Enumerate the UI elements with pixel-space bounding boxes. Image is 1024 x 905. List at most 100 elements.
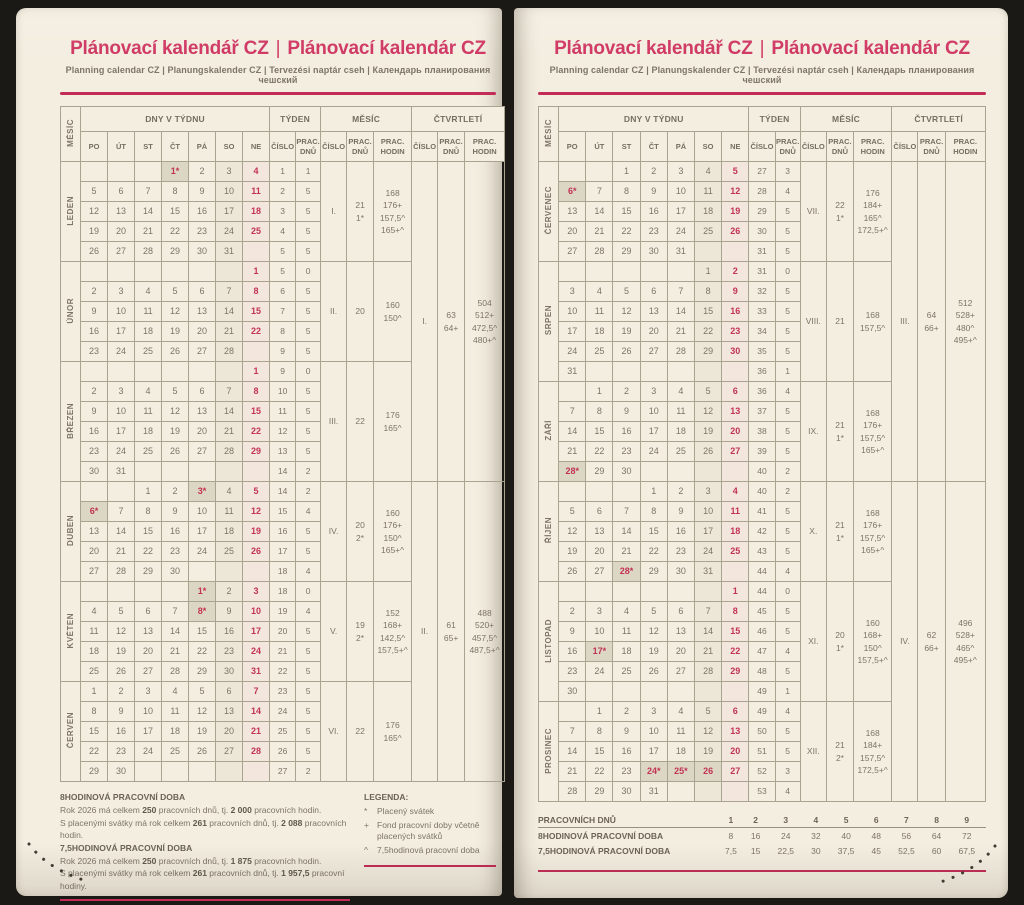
day-cell: 19 xyxy=(80,221,108,242)
day-cell: 17 xyxy=(666,201,695,222)
week-workdays-cell: 0 xyxy=(774,581,801,602)
week-number-cell: 27 xyxy=(269,761,297,782)
day-cell xyxy=(666,681,695,702)
day-cell: 25 xyxy=(215,541,243,562)
week-number-cell: 14 xyxy=(269,481,297,502)
day-cell: 2 xyxy=(558,601,587,622)
day-cell: 20 xyxy=(639,321,668,342)
day-cell: 3* xyxy=(188,481,216,502)
month-hours-cell: 160 176+ 150^ 165+^ xyxy=(373,481,413,582)
day-cell: 1* xyxy=(188,581,216,602)
page-subtitle: Planning calendar CZ | Planungskalender … xyxy=(549,65,975,85)
day-cell: 8 xyxy=(693,281,723,302)
day-cell: 24 xyxy=(585,661,614,682)
worktime-value: 1 875 xyxy=(230,855,252,866)
day-cell: 28 xyxy=(585,241,614,262)
page-title: Plánovací kalendář CZ | Plánovací kalendár… xyxy=(60,38,496,60)
header-days-group: DNY V TÝDNU xyxy=(558,106,750,132)
day-cell xyxy=(161,361,189,382)
day-cell: 5 xyxy=(693,381,723,402)
day-cell xyxy=(558,581,587,602)
day-cell: 30 xyxy=(107,761,135,782)
week-number-cell: 30 xyxy=(748,221,776,242)
week-workdays-cell: 5 xyxy=(774,281,801,302)
day-cell: 26 xyxy=(161,441,189,462)
day-cell: 15 xyxy=(585,741,614,762)
worktime-value: 2 000 xyxy=(230,805,252,815)
page-title: Plánovací kalendář CZ | Plánovací kalendár… xyxy=(538,38,986,60)
day-cell xyxy=(558,161,587,182)
day-cell: 11 xyxy=(215,501,243,522)
week-workdays-cell: 5 xyxy=(774,521,801,542)
legend-symbol: + xyxy=(364,819,369,830)
stat-line: 157,5+^ xyxy=(377,645,408,655)
day-cell xyxy=(80,581,108,602)
week-number-cell: 50 xyxy=(748,721,776,742)
stat-line: 19 xyxy=(355,620,365,630)
stat-line: 160 xyxy=(865,617,880,628)
legend-text: 7,5hodinová pracovní doba xyxy=(377,844,480,855)
week-number-cell: 40 xyxy=(748,461,776,482)
day-cell: 21 xyxy=(134,221,162,242)
day-cell xyxy=(721,781,750,802)
day-cell: 25 xyxy=(134,341,162,362)
header-group-row: MĚSÍC DNY V TÝDNU TÝDEN MĚSÍC ČTVRTLETÍ xyxy=(537,106,986,162)
day-cell: 8 xyxy=(80,701,108,722)
day-cell: 11 xyxy=(80,621,108,642)
day-cell: 9 xyxy=(161,501,189,522)
day-cell: 16 xyxy=(639,201,668,222)
week-row: 3 4 5 6 7 8 9 32 5 xyxy=(539,281,986,302)
day-cell: 21 xyxy=(107,541,135,562)
day-cell: 3 xyxy=(693,481,723,502)
week-number-cell: 11 xyxy=(269,401,297,422)
month-hours-cell: 168 176+ 157,5^ 165+^ xyxy=(373,161,413,262)
day-cell: 28 xyxy=(134,241,162,262)
day-cell: 6 xyxy=(721,381,750,402)
month-label-text: ÚNOR xyxy=(65,297,75,324)
table-body: ČERVENEC 1 2 3 4 5 27 3 VII. 22 1* 176 184+ 165^ 172,5… xyxy=(537,161,987,802)
day-cell: 7 xyxy=(558,401,587,422)
week-number-cell: 45 xyxy=(748,601,776,622)
week-workdays-cell: 5 xyxy=(295,541,322,562)
day-cell: 10 xyxy=(188,501,216,522)
day-cell: 11 xyxy=(721,501,750,522)
legend-symbol: ^ xyxy=(364,844,368,855)
day-cell: 30 xyxy=(558,681,587,702)
day-cell: 3 xyxy=(134,681,162,702)
day-cell: 29 xyxy=(241,441,271,462)
hours-value: 24 xyxy=(781,830,791,841)
week-workdays-cell: 4 xyxy=(295,561,322,582)
week-number-cell: 48 xyxy=(748,661,776,682)
day-cell: 10 xyxy=(639,401,668,422)
stat-line: 152 xyxy=(385,607,400,618)
day-cell: 4 xyxy=(585,281,614,302)
day-cell xyxy=(585,361,614,382)
day-cell xyxy=(241,561,271,582)
week-workdays-cell: 4 xyxy=(774,781,801,802)
day-cell: 20 xyxy=(188,421,216,442)
stat-line: 1* xyxy=(835,642,844,653)
stat-line: 472,5^ xyxy=(471,322,498,333)
week-workdays-cell: 5 xyxy=(295,381,322,402)
day-cell: 23 xyxy=(666,541,695,562)
day-cell xyxy=(80,361,108,382)
day-cell: 12 xyxy=(612,301,641,322)
month-label-text: BŘEZEN xyxy=(65,402,75,439)
day-cell: 2 xyxy=(80,381,108,402)
day-cell: 9 xyxy=(639,181,668,202)
day-cell: 7 xyxy=(612,501,641,522)
day-cell: 28 xyxy=(107,561,135,582)
week-number-cell: 10 xyxy=(269,381,297,402)
day-cell: 2 xyxy=(107,681,135,702)
week-workdays-cell: 5 xyxy=(774,421,801,442)
month-hours-cell: 168 176+ 157,5^ 165+^ xyxy=(853,481,893,582)
day-cell: 5 xyxy=(188,681,216,702)
day-cell xyxy=(585,261,614,282)
day-cell: 22 xyxy=(134,541,162,562)
day-cell: 18 xyxy=(241,201,271,222)
day-cell: 1 xyxy=(241,361,271,382)
day-cell: 8 xyxy=(585,721,614,742)
day-cell: 17 xyxy=(134,721,162,742)
month-number-cell: X. xyxy=(799,481,827,582)
table-head: MĚSÍC DNY V TÝDNU TÝDEN MĚSÍC ČTVRTLETÍ PO ÚT S… xyxy=(60,106,506,162)
